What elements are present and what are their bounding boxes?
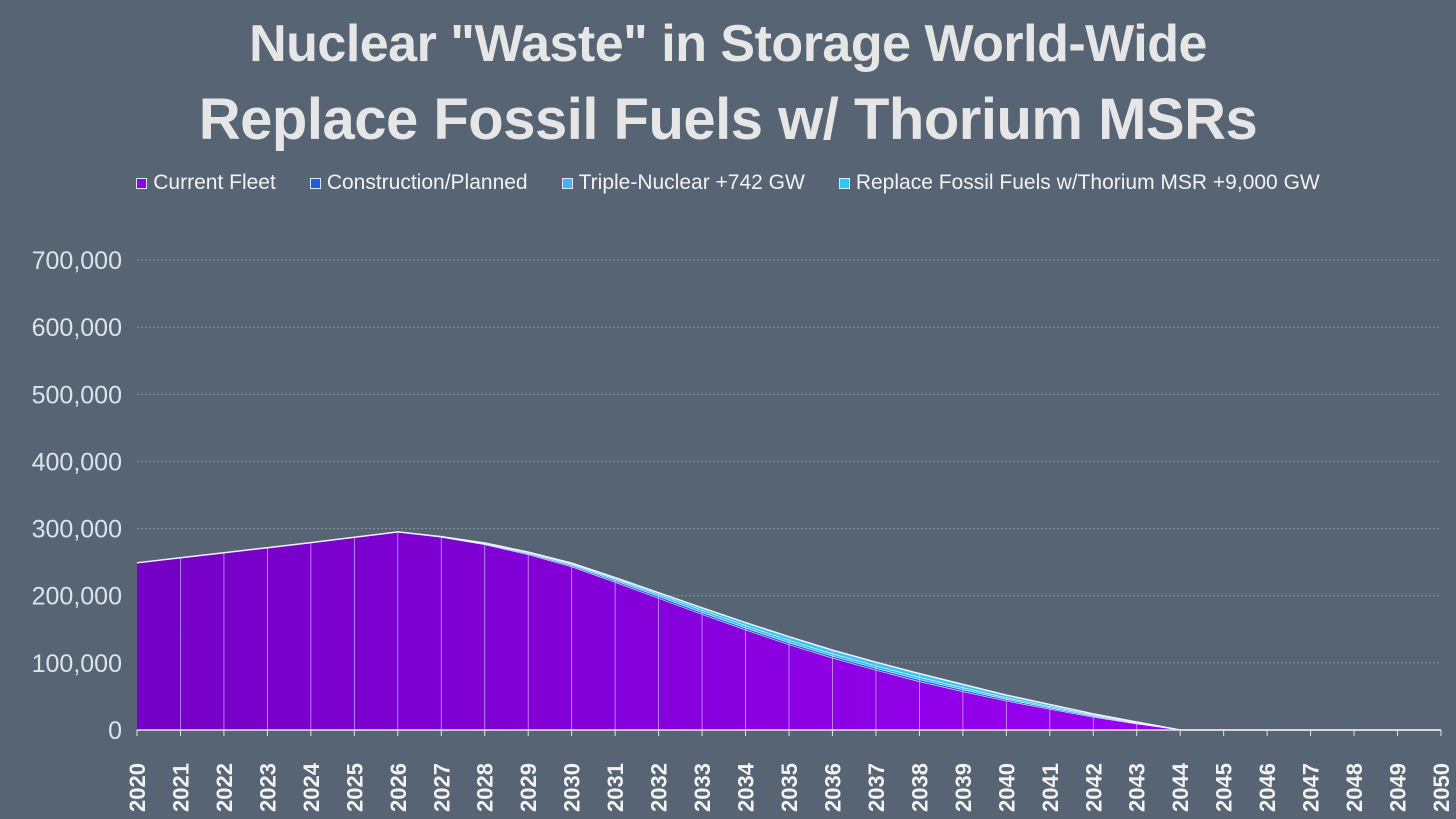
y-tick-label: 100,000	[32, 650, 122, 678]
legend-swatch	[838, 177, 850, 189]
x-tick-label: 2028	[473, 763, 498, 812]
x-tick-label: 2031	[603, 763, 628, 812]
legend-label: Construction/Planned	[326, 171, 528, 194]
legend-item-current-fleet: Current Fleet	[136, 171, 276, 195]
x-tick-label: 2042	[1081, 763, 1106, 812]
x-tick-label: 2049	[1386, 763, 1411, 812]
area-series-0	[137, 531, 1441, 730]
x-tick-label: 2038	[907, 763, 932, 812]
x-tick-label: 2041	[1038, 763, 1063, 812]
x-tick-label: 2024	[299, 762, 324, 812]
x-tick-label: 2050	[1429, 763, 1454, 812]
legend-swatch	[309, 177, 321, 189]
x-tick-label: 2040	[994, 763, 1019, 812]
x-tick-label: 2035	[777, 763, 802, 812]
legend-label: Triple-Nuclear +742 GW	[578, 171, 805, 194]
x-tick-label: 2046	[1255, 763, 1280, 812]
chart-subtitle: Replace Fossil Fuels w/ Thorium MSRs	[198, 87, 1258, 152]
legend-item-replace-fossil-fuels: Replace Fossil Fuels w/Thorium MSR +9,00…	[838, 171, 1320, 195]
x-tick-label: 2033	[690, 763, 715, 812]
x-tick-label: 2047	[1299, 763, 1324, 812]
x-tick-label: 2032	[647, 763, 672, 812]
chart-title: Nuclear "Waste" in Storage World-Wide	[249, 15, 1207, 73]
y-tick-label: 300,000	[32, 516, 122, 544]
legend-swatch	[136, 177, 148, 189]
y-tick-label: 400,000	[32, 448, 122, 476]
x-tick-label: 2029	[516, 763, 541, 812]
x-tick-label: 2026	[386, 763, 411, 812]
x-tick-label: 2022	[212, 763, 237, 812]
y-tick-label: 500,000	[32, 381, 122, 409]
legend-label: Replace Fossil Fuels w/Thorium MSR +9,00…	[855, 171, 1320, 194]
x-tick-label: 2023	[255, 763, 280, 812]
x-tick-label: 2021	[168, 763, 193, 812]
y-tick-label: 700,000	[32, 247, 122, 275]
y-tick-label: 600,000	[32, 314, 122, 342]
x-tick-label: 2025	[342, 763, 367, 812]
x-tick-label: 2045	[1212, 763, 1237, 812]
legend: Current Fleet Construction/Planned Tripl…	[0, 171, 1456, 195]
x-tick-label: 2044	[1168, 762, 1193, 812]
legend-item-construction-planned: Construction/Planned	[309, 171, 528, 195]
legend-swatch	[561, 177, 573, 189]
x-tick-label: 2027	[429, 763, 454, 812]
y-tick-label: 0	[108, 717, 122, 745]
x-tick-label: 2043	[1125, 763, 1150, 812]
legend-label: Current Fleet	[153, 171, 276, 194]
x-tick-label: 2034	[734, 762, 759, 812]
x-tick-label: 2039	[951, 763, 976, 812]
x-tick-label: 2020	[125, 763, 150, 812]
x-tick-label: 2037	[864, 763, 889, 812]
legend-item-triple-nuclear: Triple-Nuclear +742 GW	[561, 171, 805, 195]
x-tick-label: 2048	[1342, 763, 1367, 812]
y-tick-label: 200,000	[32, 583, 122, 611]
x-tick-label: 2030	[560, 763, 585, 812]
x-tick-label: 2036	[820, 763, 845, 812]
